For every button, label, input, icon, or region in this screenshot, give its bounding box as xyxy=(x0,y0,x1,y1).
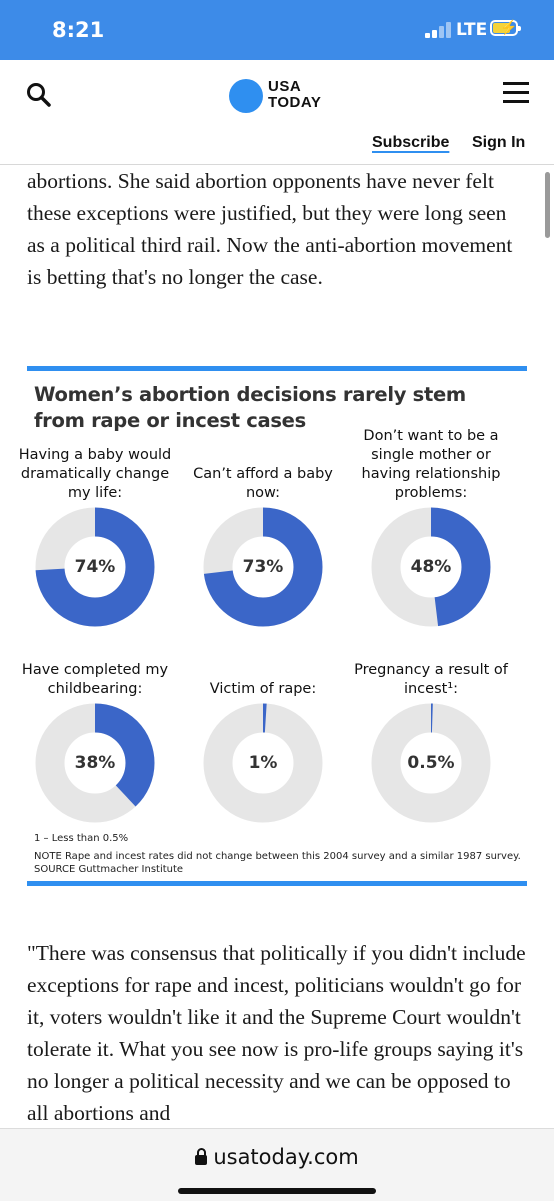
search-icon[interactable] xyxy=(26,82,52,108)
article-paragraph: abortions. She said abortion opponents h… xyxy=(27,169,513,289)
hamburger-menu-icon[interactable] xyxy=(503,82,529,104)
page-scrollbar[interactable] xyxy=(545,172,550,238)
graphic-top-rule xyxy=(27,366,527,371)
url-text: usatoday.com xyxy=(213,1145,359,1169)
infographic: Women’s abortion decisions rarely stem f… xyxy=(19,366,527,886)
subscribe-link[interactable]: Subscribe xyxy=(372,134,450,151)
chart-title: Women’s abortion decisions rarely stem f… xyxy=(34,383,466,432)
logo-dot-icon xyxy=(229,79,263,113)
battery-icon: ⚡ xyxy=(490,19,521,36)
donut-value-arc xyxy=(35,507,155,627)
article-paragraph: "There was consensus that politically if… xyxy=(27,941,526,1125)
donut-chart xyxy=(203,703,323,823)
donut-label: Don’t want to be a single mother or havi… xyxy=(361,428,501,501)
chart-note: NOTE Rape and incest rates did not chang… xyxy=(34,851,521,862)
logo-text: USA TODAY xyxy=(268,78,322,111)
donut-value-arc xyxy=(35,703,155,823)
donut-percent-label: 74% xyxy=(74,557,116,577)
footnote: 1 – Less than 0.5% xyxy=(34,833,129,844)
donut-label: Can’t afford a baby now: xyxy=(193,466,333,501)
donut-chart xyxy=(35,703,155,823)
signal-icon xyxy=(425,22,451,38)
donut-percent-label: 38% xyxy=(74,753,116,773)
donut-chart xyxy=(371,703,491,823)
status-bar: 8:21 LTE ⚡ xyxy=(0,0,554,60)
donut-value-arc xyxy=(371,507,491,627)
network-type: LTE xyxy=(456,20,488,40)
sign-in-link[interactable]: Sign In xyxy=(472,134,526,151)
graphic-bottom-rule xyxy=(27,881,527,886)
url-display[interactable]: usatoday.com xyxy=(0,1145,554,1169)
chart-source: SOURCE Guttmacher Institute xyxy=(34,864,184,875)
donut-label: Having a baby would dramatically change … xyxy=(18,447,172,501)
lock-icon xyxy=(195,1148,208,1165)
donut-percent-label: 1% xyxy=(248,753,278,773)
donut-value-arc xyxy=(371,703,491,823)
charging-bolt-icon: ⚡ xyxy=(500,19,518,35)
header-divider xyxy=(0,164,554,165)
donut-label: Have completed my childbearing: xyxy=(21,662,169,697)
donut-label: Pregnancy a result of incest¹: xyxy=(354,662,508,697)
status-time: 8:21 xyxy=(52,18,105,42)
donut-value-arc xyxy=(203,507,323,627)
donut-chart xyxy=(203,507,323,627)
donut-percent-label: 0.5% xyxy=(407,753,455,773)
home-indicator[interactable] xyxy=(178,1188,376,1194)
donut-value-arc xyxy=(203,703,323,823)
browser-address-bar[interactable]: usatoday.com xyxy=(0,1128,554,1201)
donut-chart xyxy=(371,507,491,627)
donut-percent-label: 48% xyxy=(410,557,452,577)
donut-chart xyxy=(35,507,155,627)
donut-percent-label: 73% xyxy=(242,557,284,577)
site-header: USA TODAY Subscribe Sign In xyxy=(0,60,554,165)
donut-label: Victim of rape: xyxy=(209,681,317,697)
